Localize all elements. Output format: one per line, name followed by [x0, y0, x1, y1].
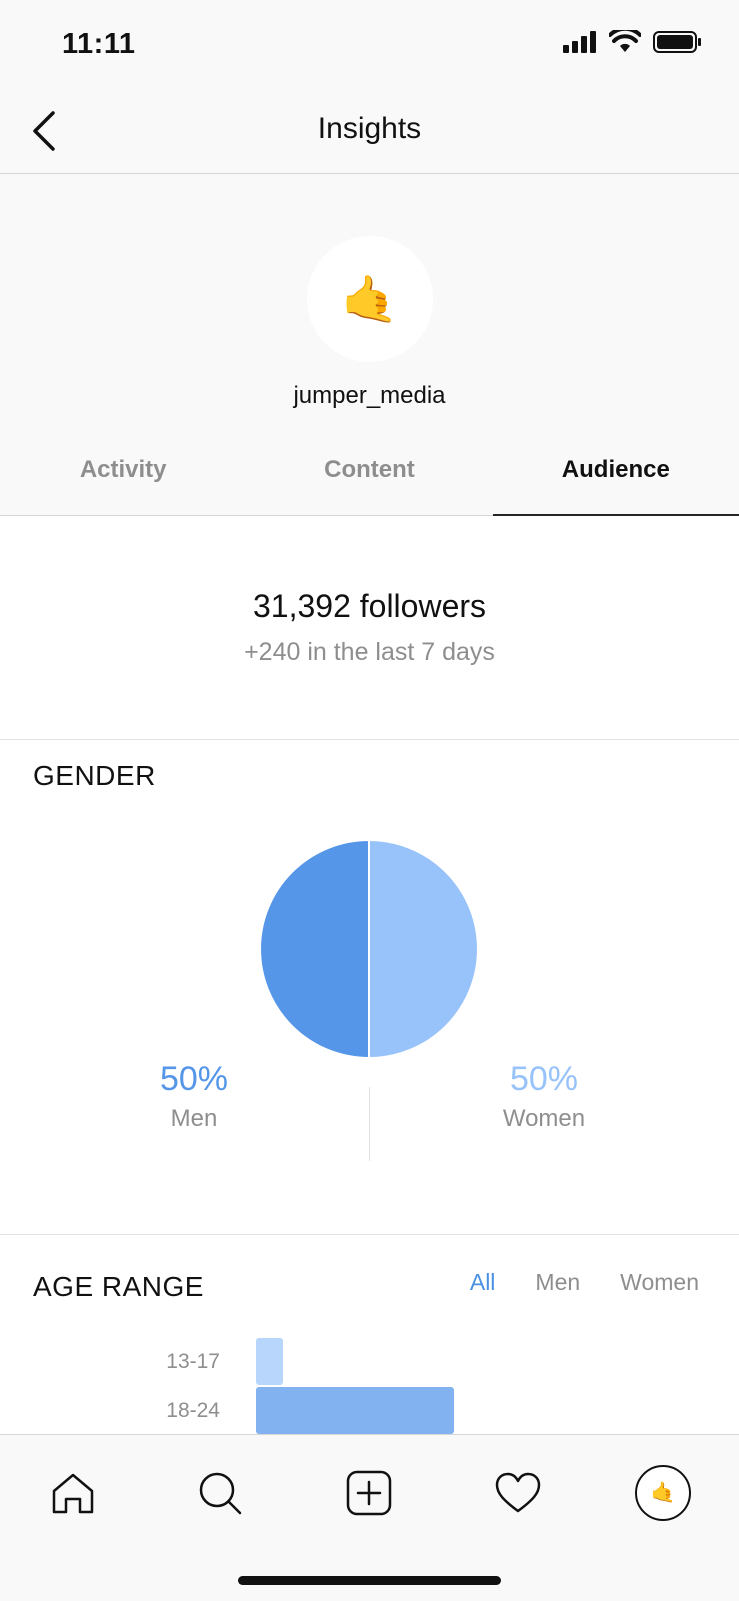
profile-header: 🤙 jumper_media Activity Content Audience [0, 174, 739, 516]
age-range-title: AGE RANGE [33, 1271, 204, 1302]
age-bar [256, 1387, 454, 1434]
profile-avatar: 🤙 [635, 1465, 691, 1521]
home-indicator [238, 1576, 501, 1585]
battery-icon [653, 31, 701, 53]
username: jumper_media [293, 382, 446, 409]
followers-summary: 31,392 followers +240 in the last 7 days [0, 516, 739, 740]
add-post-button[interactable] [341, 1465, 397, 1521]
age-row: 13-17 [0, 1338, 739, 1386]
women-label: Women [502, 1105, 586, 1132]
avatar: 🤙 [307, 236, 433, 362]
heart-icon [495, 1472, 541, 1513]
back-button[interactable] [22, 106, 66, 156]
status-icons [563, 30, 701, 54]
men-stat: 50% Men [44, 1060, 344, 1133]
gender-title: GENDER [33, 760, 156, 791]
status-time: 11:11 [62, 28, 136, 60]
tab-activity[interactable]: Activity [79, 456, 167, 483]
home-icon [52, 1473, 94, 1514]
women-stat: 50% Women [394, 1060, 694, 1133]
shaka-emoji-icon: 🤙 [341, 273, 399, 325]
age-filters: All Men Women [470, 1269, 699, 1296]
age-row: 18-24 [0, 1387, 739, 1435]
age-label: 13-17 [166, 1350, 220, 1373]
cellular-signal-icon [563, 31, 596, 53]
navigation-bar: Insights [0, 88, 739, 174]
add-post-icon [346, 1470, 392, 1516]
men-percentage: 50% [159, 1060, 229, 1098]
age-range-section: AGE RANGE All Men Women 13-17 18-24 [0, 1235, 739, 1435]
profile-button[interactable]: 🤙 [635, 1465, 691, 1521]
stat-divider [369, 1087, 370, 1161]
pie-slice-men [259, 838, 370, 1060]
filter-all[interactable]: All [469, 1269, 496, 1295]
search-icon [199, 1472, 242, 1515]
tab-content[interactable]: Content [324, 456, 415, 483]
home-button[interactable] [45, 1465, 101, 1521]
status-bar: 11:11 [0, 0, 739, 88]
shaka-emoji-icon: 🤙 [650, 1482, 676, 1504]
filter-women[interactable]: Women [620, 1269, 699, 1295]
pie-slice-women [368, 838, 479, 1060]
page-title: Insights [317, 112, 422, 145]
search-button[interactable] [192, 1465, 248, 1521]
activity-button[interactable] [490, 1465, 546, 1521]
chevron-left-icon [33, 111, 55, 151]
insights-tabs: Activity Content Audience [0, 430, 739, 516]
wifi-icon [609, 30, 641, 52]
gender-pie-chart [259, 838, 479, 1060]
tab-audience[interactable]: Audience [492, 430, 739, 516]
men-label: Men [170, 1105, 218, 1132]
gender-section: GENDER 50% Men 50% Women [0, 740, 739, 1235]
bottom-tab-bar: 🤙 [0, 1434, 739, 1601]
followers-change: +240 in the last 7 days [244, 638, 495, 666]
women-percentage: 50% [509, 1060, 579, 1098]
followers-count: 31,392 followers [252, 588, 487, 624]
age-bar [256, 1338, 283, 1385]
age-label: 18-24 [166, 1399, 220, 1422]
filter-men[interactable]: Men [535, 1269, 581, 1295]
